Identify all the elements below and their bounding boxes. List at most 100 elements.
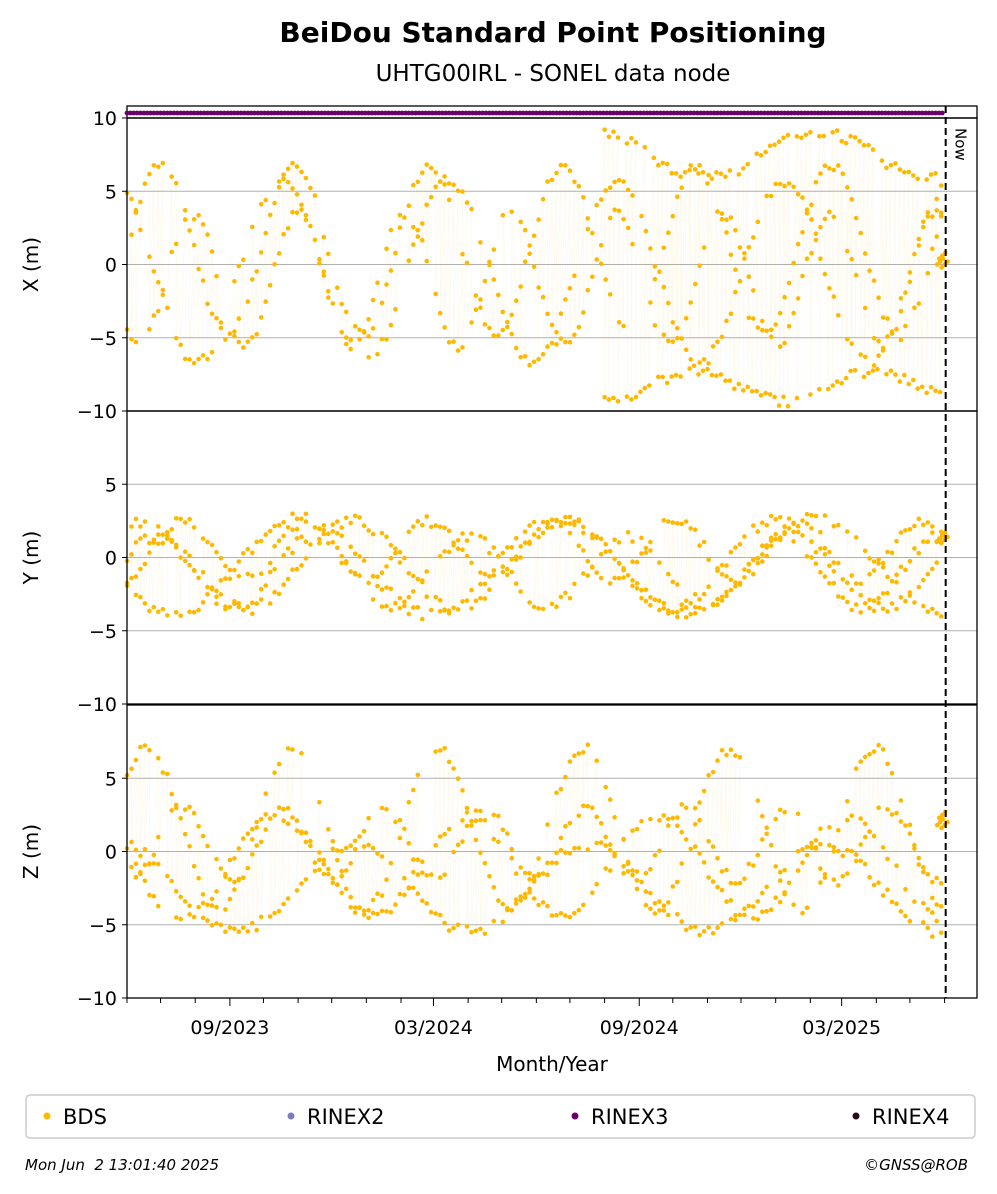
bds-point xyxy=(714,170,719,175)
bds-point xyxy=(567,851,573,856)
bds-point xyxy=(500,309,506,315)
bds-point xyxy=(652,911,658,916)
bds-point xyxy=(402,826,407,832)
bds-point xyxy=(852,368,858,373)
bds-point xyxy=(634,586,640,591)
bds-point xyxy=(889,770,895,776)
bds-point xyxy=(518,894,523,899)
bds-point xyxy=(858,816,863,821)
bds-point xyxy=(732,386,737,392)
bds-point xyxy=(760,909,765,915)
bds-point xyxy=(715,209,720,214)
bds-point xyxy=(590,564,595,570)
bds-point xyxy=(236,559,242,564)
bds-point xyxy=(312,525,318,530)
bds-point xyxy=(661,606,667,611)
bds-point xyxy=(733,227,738,233)
bds-point xyxy=(411,605,416,610)
rinex3-availability-point xyxy=(252,110,257,116)
bds-point xyxy=(706,584,711,589)
bds-point xyxy=(250,277,255,282)
bds-point xyxy=(384,603,389,609)
bds-point xyxy=(513,535,519,541)
bds-point xyxy=(142,846,148,852)
bds-point xyxy=(616,561,622,566)
bds-point xyxy=(433,594,439,600)
bds-point xyxy=(245,546,251,552)
bds-point xyxy=(862,601,868,606)
bds-point xyxy=(464,538,470,543)
bds-point xyxy=(666,816,671,822)
bds-point xyxy=(437,875,443,880)
bds-point xyxy=(214,856,219,862)
bds-point xyxy=(675,521,680,526)
bds-point xyxy=(554,170,559,176)
rinex3-availability-point xyxy=(577,110,583,116)
rinex3-availability-point xyxy=(329,110,335,116)
y-tick-label: −5 xyxy=(89,328,117,350)
bds-point xyxy=(482,581,488,587)
bds-point xyxy=(191,568,197,573)
bds-point xyxy=(312,237,318,243)
rinex3-availability-point xyxy=(648,110,653,116)
bds-point xyxy=(683,615,689,620)
bds-point xyxy=(491,568,497,573)
bds-point xyxy=(563,339,568,345)
bds-point xyxy=(715,339,720,345)
bds-point xyxy=(773,816,778,822)
bds-point xyxy=(379,530,385,536)
rinex3-availability-point xyxy=(852,110,858,116)
bds-point xyxy=(522,354,528,359)
bds-point xyxy=(572,179,577,185)
bds-point xyxy=(742,906,747,911)
rinex3-availability-point xyxy=(221,110,227,116)
bds-point xyxy=(343,868,349,873)
bds-point xyxy=(733,913,738,918)
bds-point xyxy=(639,551,644,556)
bds-point xyxy=(843,140,849,146)
bds-point xyxy=(648,548,653,553)
bds-point xyxy=(366,842,371,848)
bds-point xyxy=(258,914,264,920)
bds-point xyxy=(940,812,945,818)
bds-point xyxy=(666,823,671,828)
rinex3-availability-point xyxy=(721,110,727,116)
x-axis: 09/2023 03/2024 09/2024 03/2025 xyxy=(126,998,946,1039)
bds-point xyxy=(156,541,161,547)
bds-point xyxy=(361,523,367,528)
bds-point xyxy=(804,256,810,262)
bds-point xyxy=(746,274,752,279)
rinex3-availability-point xyxy=(674,110,680,116)
bds-point xyxy=(612,575,617,581)
rinex3-availability-point xyxy=(859,110,865,116)
bds-point xyxy=(317,526,322,532)
bds-point xyxy=(836,883,841,888)
bds-point xyxy=(415,519,421,524)
bds-point xyxy=(876,742,881,748)
bds-point xyxy=(563,520,568,526)
bds-point xyxy=(397,595,403,601)
rinex3-availability-point xyxy=(731,110,737,116)
bds-point xyxy=(397,891,403,897)
bds-point xyxy=(218,320,224,325)
bds-point xyxy=(831,844,837,850)
bds-point xyxy=(862,754,868,760)
bds-point xyxy=(800,860,805,865)
bds-point xyxy=(737,278,743,284)
bds-point xyxy=(768,513,774,519)
bds-point xyxy=(742,567,747,572)
bds-point xyxy=(938,614,944,619)
bds-point xyxy=(254,819,259,825)
bds-point xyxy=(834,128,840,133)
bds-point xyxy=(791,521,796,527)
bds-point xyxy=(648,595,653,600)
bds-point xyxy=(903,290,908,295)
bds-point xyxy=(777,869,783,875)
bds-point xyxy=(827,286,832,291)
bds-point xyxy=(657,848,662,854)
bds-point xyxy=(692,805,698,811)
bds-point xyxy=(598,536,604,542)
bds-point xyxy=(250,826,255,832)
bds-point xyxy=(921,900,926,906)
